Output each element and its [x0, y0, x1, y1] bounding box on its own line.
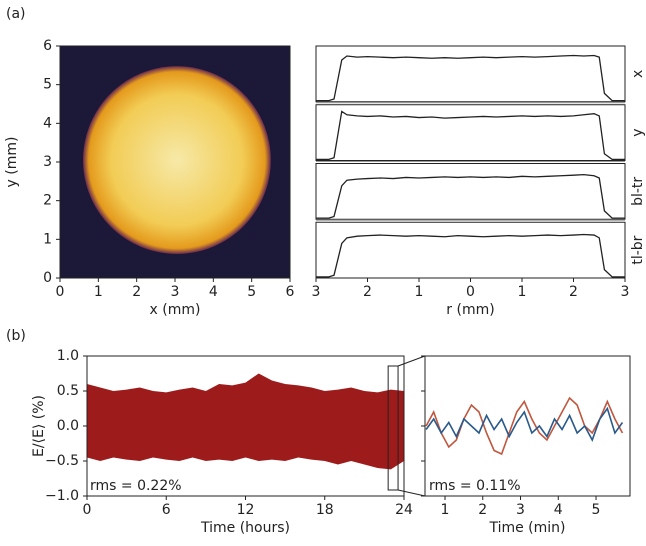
x-axis-label: x (mm)	[150, 302, 201, 318]
x-tick-label: 6	[162, 502, 171, 518]
panel-label: (a)	[6, 6, 26, 22]
y-axis-label: y (mm)	[4, 137, 20, 188]
y-tick-label: 4	[43, 115, 52, 131]
series-label: bl-tr	[630, 177, 646, 206]
x-axis-label: r (mm)	[446, 302, 494, 318]
annotation: rms = 0.11%	[429, 478, 521, 494]
subplot-frame	[315, 104, 626, 161]
subplot-frame	[315, 45, 626, 103]
series-label: x	[630, 70, 646, 78]
y-tick-label: 2	[43, 193, 52, 209]
y-tick-label: −1.0	[45, 488, 79, 504]
profile-line	[316, 54, 625, 102]
y-tick-label: 5	[43, 77, 52, 93]
beam-spot	[83, 66, 271, 254]
x-tick-label: 5	[592, 502, 601, 518]
x-tick-label: 0	[466, 284, 475, 300]
x-tick-label: 2	[569, 284, 578, 300]
x-tick-label: 0	[83, 502, 92, 518]
subplot-frame	[315, 221, 626, 279]
profile-line	[316, 110, 625, 161]
x-tick-label: 3	[516, 502, 525, 518]
x-tick-label: 4	[554, 502, 563, 518]
x-tick-label: 2	[132, 284, 141, 300]
trace-line	[425, 406, 624, 442]
x-tick-label: 3	[312, 284, 321, 300]
x-tick-label: 1	[441, 502, 450, 518]
frame	[424, 355, 631, 497]
x-tick-label: 24	[395, 502, 413, 518]
profile-line	[316, 173, 625, 219]
x-tick-label: 2	[478, 502, 487, 518]
x-tick-label: 4	[209, 284, 218, 300]
y-tick-label: 6	[43, 38, 52, 54]
x-tick-label: 3	[621, 284, 630, 300]
x-tick-label: 12	[237, 502, 255, 518]
series-label: y	[630, 128, 646, 136]
series-label: tl-br	[630, 235, 646, 264]
zoom-connector	[397, 489, 426, 497]
y-tick-label: 3	[43, 154, 52, 170]
x-axis-label: Time (hours)	[200, 520, 290, 536]
y-tick-label: 1	[43, 231, 52, 247]
signal-band	[87, 373, 404, 470]
y-tick-label: 0.0	[57, 418, 79, 434]
zoom-connector	[397, 355, 426, 367]
x-tick-label: 5	[247, 284, 256, 300]
x-tick-label: 3	[171, 284, 180, 300]
y-tick-label: 1.0	[57, 348, 79, 364]
y-tick-label: −0.5	[45, 453, 79, 469]
subplot-frame	[315, 163, 626, 220]
panel-label: (b)	[6, 328, 26, 344]
x-tick-label: 0	[56, 284, 65, 300]
x-tick-label: 1	[94, 284, 103, 300]
y-tick-label: 0	[43, 270, 52, 286]
profile-line	[316, 233, 625, 278]
x-tick-label: 6	[286, 284, 295, 300]
x-tick-label: 1	[415, 284, 424, 300]
zoom-window	[387, 365, 399, 491]
y-tick-label: 0.5	[57, 383, 79, 399]
x-tick-label: 18	[316, 502, 334, 518]
x-axis-label: Time (min)	[488, 520, 565, 536]
trace-line	[425, 396, 624, 456]
annotation: rms = 0.22%	[90, 478, 182, 494]
x-tick-label: 2	[363, 284, 372, 300]
y-axis-label: E/⟨E⟩ (%)	[31, 395, 47, 457]
x-tick-label: 1	[518, 284, 527, 300]
